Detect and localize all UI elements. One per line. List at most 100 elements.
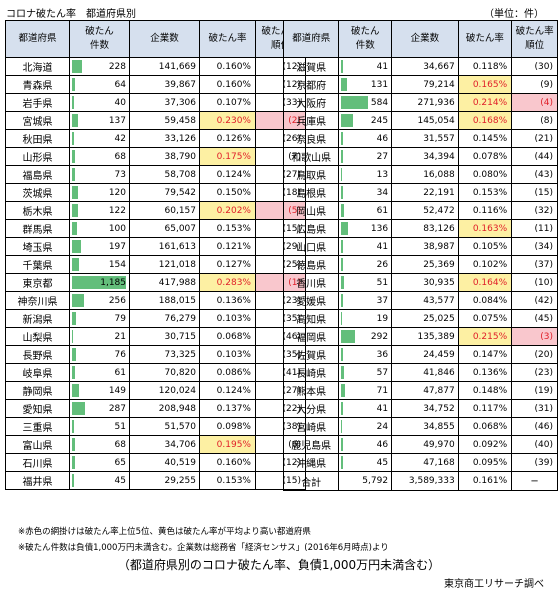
table-right: 都道府県 破たん 件数 企業数 破たん率 破たん率 順位 滋賀県 41 34,667 0.…	[282, 20, 558, 491]
count-value: 100	[108, 223, 126, 234]
total-rate: 0.161%	[457, 471, 513, 491]
rate-cell: 0.080%	[457, 165, 513, 184]
count-value: 24	[376, 421, 389, 432]
header-count: 破たん 件数	[338, 20, 393, 58]
pref-cell: 福島県	[5, 165, 70, 184]
firms-cell: 73,325	[129, 345, 200, 364]
count-bar	[341, 456, 344, 469]
count-bar	[341, 168, 342, 181]
rate-cell: 0.103%	[199, 345, 256, 364]
pref-cell: 北海道	[5, 57, 70, 76]
count-value: 57	[376, 367, 389, 378]
pref-cell: 富山県	[5, 435, 70, 454]
count-cell: 41	[338, 237, 393, 256]
table-row: 三重県 51 51,570 0.098% (38)	[5, 417, 306, 436]
table-row: 北海道 228 141,669 0.160% (12)	[5, 57, 306, 76]
pref-cell: 千葉県	[5, 255, 70, 274]
rate-cell: 0.168%	[457, 111, 513, 130]
firms-cell: 141,669	[129, 57, 200, 76]
count-cell: 131	[338, 75, 393, 94]
count-cell: 27	[338, 147, 393, 166]
pref-cell: 岩手県	[5, 93, 70, 112]
count-bar	[72, 132, 74, 145]
table-row: 岩手県 40 37,306 0.107% (33)	[5, 93, 306, 112]
table-row: 香川県 51 30,935 0.164% (10)	[282, 273, 558, 292]
pref-cell: 岡山県	[282, 201, 340, 220]
count-cell: 45	[338, 453, 393, 472]
rate-cell: 0.202%	[199, 201, 256, 220]
rank-cell: (19)	[511, 381, 558, 400]
rate-cell: 0.136%	[457, 363, 513, 382]
header-firms: 企業数	[129, 20, 200, 58]
firms-cell: 120,024	[129, 381, 200, 400]
table-row: 岐阜県 61 70,820 0.086% (41)	[5, 363, 306, 382]
count-cell: 51	[69, 417, 130, 436]
count-cell: 197	[69, 237, 130, 256]
count-value: 149	[108, 385, 126, 396]
firms-cell: 38,987	[391, 237, 459, 256]
rate-cell: 0.153%	[199, 219, 256, 238]
note-source: ※破たん件数は負債1,000万円未満含む。企業数は総務省「経済センサス」(201…	[18, 543, 389, 553]
firms-cell: 121,018	[129, 255, 200, 274]
table-row: 秋田県 42 33,126 0.126% (26)	[5, 129, 306, 148]
rank-cell: (44)	[511, 147, 558, 166]
count-value: 61	[376, 205, 389, 216]
count-value: 45	[114, 475, 126, 486]
firms-cell: 135,389	[391, 327, 459, 346]
count-value: 45	[376, 457, 389, 468]
rank-cell: (3)	[511, 327, 558, 346]
pref-cell: 兵庫県	[282, 111, 340, 130]
firms-cell: 76,279	[129, 309, 200, 328]
count-value: 79	[114, 313, 126, 324]
firms-cell: 41,846	[391, 363, 459, 382]
count-cell: 42	[69, 129, 130, 148]
pref-cell: 香川県	[282, 273, 340, 292]
count-bar	[341, 384, 345, 397]
count-value: 64	[114, 79, 126, 90]
rate-cell: 0.127%	[199, 255, 256, 274]
count-bar	[72, 276, 126, 289]
count-cell: 21	[69, 327, 130, 346]
pref-cell: 鳥取県	[282, 165, 340, 184]
count-value: 1,185	[100, 277, 126, 288]
count-cell: 61	[69, 363, 130, 382]
firms-cell: 79,214	[391, 75, 459, 94]
count-cell: 64	[69, 75, 130, 94]
header-rate: 破たん率	[199, 20, 256, 58]
count-cell: 149	[69, 381, 130, 400]
pref-cell: 青森県	[5, 75, 70, 94]
count-bar	[341, 186, 343, 199]
pref-cell: 徳島県	[282, 255, 340, 274]
pref-cell: 和歌山県	[282, 147, 340, 166]
count-value: 51	[376, 277, 389, 288]
caption: （都道府県別のコロナ破たん率、負債1,000万円未満含む）	[117, 558, 441, 572]
count-bar	[72, 474, 75, 487]
firms-cell: 65,007	[129, 219, 200, 238]
firms-cell: 25,025	[391, 309, 459, 328]
count-value: 73	[114, 169, 126, 180]
rate-cell: 0.153%	[457, 183, 513, 202]
table-row: 京都府 131 79,214 0.165% (9)	[282, 75, 558, 94]
rank-cell: (34)	[511, 237, 558, 256]
count-value: 122	[108, 205, 126, 216]
total-firms: 3,589,333	[391, 471, 459, 491]
count-bar	[341, 330, 355, 343]
count-value: 41	[376, 61, 389, 72]
table-row: 長崎県 57 41,846 0.136% (23)	[282, 363, 558, 382]
count-bar	[72, 420, 75, 433]
firms-cell: 34,706	[129, 435, 200, 454]
count-value: 136	[370, 223, 389, 234]
pref-cell: 岐阜県	[5, 363, 70, 382]
rank-cell: (10)	[511, 273, 558, 292]
pref-cell: 大分県	[282, 399, 340, 418]
count-bar	[341, 60, 344, 73]
firms-cell: 24,459	[391, 345, 459, 364]
count-bar	[341, 96, 368, 109]
table-row: 鳥取県 13 16,088 0.080% (43)	[282, 165, 558, 184]
count-cell: 120	[69, 183, 130, 202]
header-pref: 都道府県	[5, 20, 70, 58]
count-bar	[341, 366, 344, 379]
count-cell: 100	[69, 219, 130, 238]
count-value: 21	[114, 331, 126, 342]
rate-cell: 0.230%	[199, 111, 256, 130]
